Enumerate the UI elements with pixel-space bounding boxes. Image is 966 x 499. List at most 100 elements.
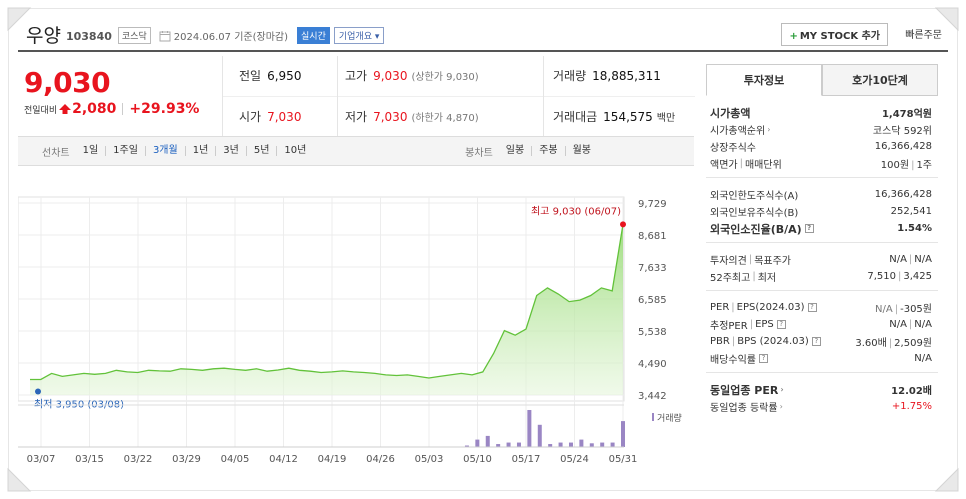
- foreign-hold-label: 외국인보유주식수(B): [710, 208, 799, 219]
- sector-per-value: 12.02배: [891, 386, 932, 397]
- volume-bar: [506, 442, 511, 447]
- y-tick-label: 5,538: [638, 327, 667, 338]
- per-eps-label: PER | EPS(2024.03)?: [710, 302, 817, 313]
- y-tick-label: 8,681: [638, 231, 667, 242]
- x-tick-label: 03/29: [172, 454, 201, 465]
- x-tick-label: 03/15: [75, 454, 104, 465]
- volume-bar: [485, 435, 490, 447]
- foreign-hold-value: 252,541: [890, 206, 932, 217]
- volume-bar: [579, 439, 584, 447]
- valuation-section: PER | EPS(2024.03)? N/A | -305원 추정PER | EPS? N/A…: [706, 291, 938, 373]
- chevron-right-icon: ›: [767, 125, 771, 134]
- opinion-value: N/A | N/A: [889, 254, 932, 265]
- x-tick-label: 03/07: [27, 454, 56, 465]
- dividend-value: N/A: [914, 353, 932, 364]
- trade-value: 거래대금 154,575 백만: [553, 109, 676, 125]
- price-change: 전일대비 2,080 +29.93%: [24, 101, 199, 117]
- cap-rank-value: 코스닥 592위: [872, 126, 932, 137]
- divider: [223, 96, 695, 97]
- volume-bar: [621, 421, 625, 447]
- help-icon[interactable]: ?: [807, 303, 817, 312]
- stock-name: 우양: [26, 24, 61, 47]
- current-price: 9,030: [24, 66, 111, 99]
- change-label: 전일대비: [24, 105, 58, 116]
- y-tick-label: 7,633: [638, 263, 667, 274]
- y-tick-label: 3,442: [638, 391, 667, 402]
- foreign-ratio-label: 외국인소진율(B/A)?: [710, 221, 814, 237]
- y-tick-label: 9,729: [638, 199, 667, 210]
- 52w-label: 52주최고 | 최저: [710, 271, 777, 284]
- sector-section: 동일업종 PER › 12.02배 동일업종 등락률 › +1.75%: [706, 373, 938, 420]
- divider: [337, 56, 338, 136]
- change-amount: 2,080: [72, 101, 117, 117]
- company-overview-button[interactable]: 기업개요 ▾: [333, 27, 385, 44]
- price-summary: 9,030 전일대비 2,080 +29.93%: [18, 56, 218, 136]
- volume: 거래량 18,885,311: [553, 68, 661, 84]
- sector-rate-label[interactable]: 동일업종 등락률 ›: [710, 402, 783, 414]
- tab-daily[interactable]: 일봉: [499, 146, 533, 156]
- volume-bar: [537, 424, 542, 447]
- pbr-bps-label: PBR | BPS (2024.03)?: [710, 336, 821, 347]
- realtime-button[interactable]: 실시간: [297, 27, 330, 44]
- tab-3y[interactable]: 3년: [216, 146, 247, 156]
- tab-1d[interactable]: 1일: [76, 146, 107, 156]
- tab-10y[interactable]: 10년: [284, 145, 307, 156]
- opinion-label: 투자의견 | 목표주가: [710, 254, 791, 267]
- volume-bar: [610, 442, 615, 447]
- shares-value: 16,366,428: [874, 141, 932, 152]
- help-icon[interactable]: ?: [811, 337, 821, 346]
- side-tabs: 투자정보 호가10단계: [706, 64, 938, 96]
- x-tick-label: 04/05: [221, 454, 250, 465]
- divider: [122, 103, 124, 115]
- high-marker: [620, 221, 626, 228]
- volume-bar: [527, 410, 532, 447]
- tab-3m[interactable]: 3개월: [146, 146, 186, 156]
- upper-limit-arrow-icon: [59, 104, 72, 114]
- tab-1y[interactable]: 1년: [186, 146, 217, 156]
- cap-rank-label[interactable]: 시가총액순위 ›: [710, 125, 771, 137]
- chart-period-tabs: 선차트 1일 1주일 3개월 1년 3년 5년 10년 봉차트 일봉 주봉 월봉: [18, 136, 694, 166]
- tab-investment-info[interactable]: 투자정보: [706, 64, 822, 96]
- sector-per-label[interactable]: 동일업종 PER ›: [710, 383, 784, 397]
- price-chart-svg: 9,729 8,681 7,633 6,585 5,538 4,490 3,442 03/07…: [18, 196, 682, 465]
- high-label: 최고 9,030 (06/07): [531, 205, 621, 217]
- dividend-label: 배당수익률?: [710, 351, 768, 366]
- tab-monthly[interactable]: 월봉: [572, 145, 591, 156]
- tab-weekly[interactable]: 주봉: [532, 146, 566, 156]
- quick-order-link[interactable]: 빠른주문: [905, 30, 942, 41]
- volume-bar: [568, 442, 573, 447]
- y-tick-label: 4,490: [638, 359, 667, 370]
- foreign-limit-label: 외국인한도주식수(A): [710, 191, 799, 202]
- corner-decoration: [930, 463, 966, 499]
- candle-chart-label: 봉차트: [465, 147, 493, 159]
- volume-bar: [464, 445, 469, 447]
- foreign-limit-value: 16,366,428: [874, 189, 932, 200]
- x-tick-label: 05/03: [415, 454, 444, 465]
- help-icon[interactable]: ?: [776, 320, 786, 329]
- investment-info-panel: 투자정보 호가10단계 시가총액 1,478억원 시가총액순위 › 코스닥 592위 …: [706, 64, 938, 444]
- volume-bar: [516, 442, 521, 447]
- x-tick-label: 03/22: [124, 454, 153, 465]
- chevron-right-icon: ›: [779, 402, 783, 411]
- market-badge: 코스닥: [117, 27, 151, 44]
- est-per-label: 추정PER | EPS?: [710, 317, 786, 332]
- divider: [543, 56, 544, 136]
- 52w-value: 7,510 | 3,425: [867, 271, 932, 282]
- tab-1w[interactable]: 1주일: [106, 146, 146, 156]
- chevron-right-icon: ›: [780, 385, 784, 394]
- prev-close: 전일 6,950: [239, 68, 302, 84]
- volume-bar: [600, 442, 605, 447]
- per-eps-value: N/A | -305원: [875, 304, 932, 315]
- help-icon[interactable]: ?: [759, 354, 768, 363]
- volume-bar: [548, 444, 553, 447]
- tab-5y[interactable]: 5년: [247, 146, 278, 156]
- help-icon[interactable]: ?: [804, 224, 814, 233]
- tab-order-book[interactable]: 호가10단계: [822, 64, 938, 96]
- volume-legend: 거래량: [657, 412, 682, 424]
- volume-bar: [475, 439, 480, 447]
- price-chart[interactable]: 9,729 8,681 7,633 6,585 5,538 4,490 3,442 03/07…: [18, 167, 694, 467]
- date-text: 2024.06.07 기준(장마감): [173, 32, 289, 43]
- market-cap-section: 시가총액 1,478억원 시가총액순위 › 코스닥 592위 상장주식수 16,366,…: [706, 96, 938, 178]
- add-my-stock-button[interactable]: + MY STOCK 추가: [781, 23, 888, 46]
- foreign-ratio-value: 1.54%: [897, 223, 932, 234]
